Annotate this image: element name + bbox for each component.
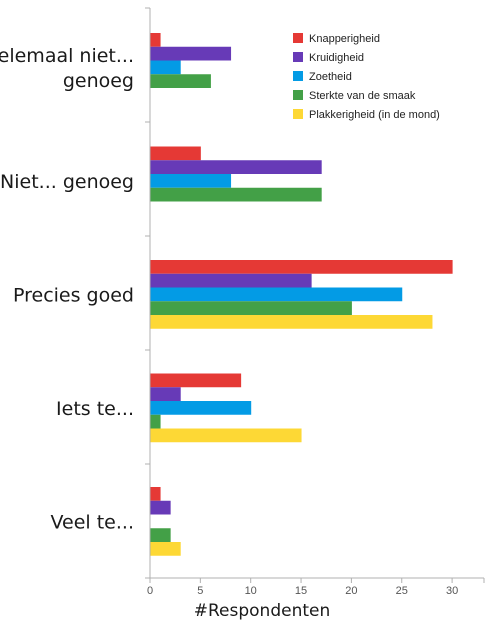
category-label: Precies goed	[13, 284, 134, 306]
x-tick-label: 20	[345, 585, 357, 597]
bars-group	[150, 33, 453, 556]
bar-kruidigheid-0	[150, 46, 232, 61]
bar-sterkte-van-de-smaak-3	[150, 414, 161, 429]
legend-swatch	[293, 71, 303, 81]
bar-kruidigheid-3	[150, 387, 181, 401]
bar-plakkerigheid-in-de-mond-3	[150, 428, 302, 443]
bar-zoetheid-3	[150, 401, 252, 415]
axes-group	[145, 7, 485, 583]
bar-kruidigheid-2	[150, 273, 312, 288]
bar-zoetheid-1	[150, 174, 232, 188]
bar-plakkerigheid-in-de-mond-2	[150, 315, 433, 329]
bar-knapperigheid-3	[150, 373, 242, 388]
category-labels: Helemaal niet... genoeg Niet... genoeg Prec…	[0, 45, 134, 534]
bar-plakkerigheid-in-de-mond-4	[150, 542, 181, 556]
category-label: Veel te...	[51, 511, 134, 533]
category-label: Niet... genoeg	[0, 171, 134, 193]
legend-label: Plakkerigheid (in de mond)	[309, 109, 440, 121]
bar-zoetheid-2	[150, 287, 403, 302]
bar-sterkte-van-de-smaak-2	[150, 301, 352, 315]
bar-knapperigheid-2	[150, 260, 453, 274]
category-label: genoeg	[63, 70, 134, 92]
x-tick-label: 0	[147, 585, 153, 597]
legend-swatch	[293, 33, 303, 43]
legend-label: Kruidigheid	[309, 52, 364, 64]
bar-knapperigheid-4	[150, 487, 161, 501]
x-tick-labels: 0 5 10 15 20 25 30	[147, 585, 458, 597]
bar-zoetheid-0	[150, 60, 181, 75]
x-tick-label: 5	[197, 585, 203, 597]
category-label: Iets te...	[56, 398, 134, 420]
legend-swatch	[293, 90, 303, 100]
legend-swatch	[293, 52, 303, 62]
category-label: Helemaal niet...	[0, 45, 134, 67]
legend-label: Sterkte van de smaak	[309, 90, 416, 102]
legend: Knapperigheid Kruidigheid Zoetheid Sterkte …	[293, 33, 440, 121]
x-tick-label: 25	[396, 585, 408, 597]
bar-knapperigheid-1	[150, 146, 201, 161]
bar-knapperigheid-0	[150, 33, 161, 47]
legend-swatch	[293, 109, 303, 119]
bar-kruidigheid-1	[150, 160, 322, 174]
x-axis-title: #Respondenten	[194, 601, 331, 621]
bar-kruidigheid-4	[150, 500, 171, 515]
bar-sterkte-van-de-smaak-4	[150, 528, 171, 542]
bar-sterkte-van-de-smaak-1	[150, 187, 322, 202]
legend-label: Knapperigheid	[309, 33, 380, 45]
x-tick-label: 30	[446, 585, 458, 597]
x-tick-label: 10	[245, 585, 257, 597]
legend-label: Zoetheid	[309, 71, 352, 83]
x-tick-label: 15	[295, 585, 307, 597]
bar-sterkte-van-de-smaak-0	[150, 74, 211, 88]
